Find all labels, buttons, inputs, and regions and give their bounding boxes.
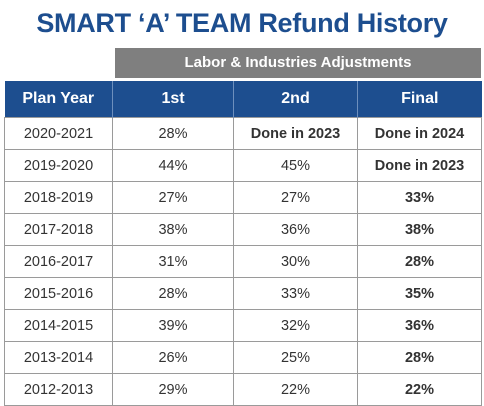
column-header-first: 1st	[112, 81, 234, 118]
column-header-plan-year: Plan Year	[4, 81, 113, 118]
second-adjustment-cell: Done in 2023	[233, 117, 358, 150]
plan-year-cell: 2017-2018	[4, 213, 113, 246]
final-adjustment-cell: Done in 2024	[357, 117, 482, 150]
plan-year-cell: 2015-2016	[4, 277, 113, 310]
first-adjustment-cell: 26%	[112, 341, 234, 374]
plan-year-cell: 2018-2019	[4, 181, 113, 214]
page-title: SMART ‘A’ TEAM Refund History	[36, 8, 448, 38]
plan-year-cell: 2012-2013	[4, 373, 113, 406]
second-adjustment-cell: 22%	[233, 373, 358, 406]
first-adjustment-cell: 44%	[112, 149, 234, 182]
final-adjustment-cell: 36%	[357, 309, 482, 342]
final-adjustment-cell: 38%	[357, 213, 482, 246]
table-row: 2019-2020 44% 45% Done in 2023	[4, 149, 482, 182]
second-adjustment-cell: 45%	[233, 149, 358, 182]
table-header-row: Plan Year 1st 2nd Final	[4, 81, 482, 118]
adjustments-group-header: Labor & Industries Adjustments	[115, 48, 481, 78]
final-adjustment-cell: 22%	[357, 373, 482, 406]
first-adjustment-cell: 38%	[112, 213, 234, 246]
table-body: 2020-2021 28% Done in 2023 Done in 2024 2019…	[4, 117, 482, 406]
table-row: 2016-2017 31% 30% 28%	[4, 245, 482, 278]
first-adjustment-cell: 27%	[112, 181, 234, 214]
second-adjustment-cell: 33%	[233, 277, 358, 310]
first-adjustment-cell: 31%	[112, 245, 234, 278]
second-adjustment-cell: 27%	[233, 181, 358, 214]
plan-year-cell: 2013-2014	[4, 341, 113, 374]
refund-history-table: Plan Year 1st 2nd Final 2020-2021 28% Done…	[4, 81, 482, 406]
final-adjustment-cell: 28%	[357, 245, 482, 278]
second-adjustment-cell: 36%	[233, 213, 358, 246]
final-adjustment-cell: 33%	[357, 181, 482, 214]
table-row: 2013-2014 26% 25% 28%	[4, 341, 482, 374]
plan-year-cell: 2014-2015	[4, 309, 113, 342]
column-header-second: 2nd	[233, 81, 358, 118]
column-header-final: Final	[357, 81, 482, 118]
plan-year-cell: 2020-2021	[4, 117, 113, 150]
second-adjustment-cell: 32%	[233, 309, 358, 342]
first-adjustment-cell: 28%	[112, 117, 234, 150]
table-row: 2014-2015 39% 32% 36%	[4, 309, 482, 342]
second-adjustment-cell: 25%	[233, 341, 358, 374]
first-adjustment-cell: 28%	[112, 277, 234, 310]
table-row: 2018-2019 27% 27% 33%	[4, 181, 482, 214]
final-adjustment-cell: 28%	[357, 341, 482, 374]
table-row: 2017-2018 38% 36% 38%	[4, 213, 482, 246]
final-adjustment-cell: Done in 2023	[357, 149, 482, 182]
plan-year-cell: 2019-2020	[4, 149, 113, 182]
table-row: 2015-2016 28% 33% 35%	[4, 277, 482, 310]
first-adjustment-cell: 39%	[112, 309, 234, 342]
first-adjustment-cell: 29%	[112, 373, 234, 406]
table-row: 2012-2013 29% 22% 22%	[4, 373, 482, 406]
table-row: 2020-2021 28% Done in 2023 Done in 2024	[4, 117, 482, 150]
final-adjustment-cell: 35%	[357, 277, 482, 310]
plan-year-cell: 2016-2017	[4, 245, 113, 278]
second-adjustment-cell: 30%	[233, 245, 358, 278]
